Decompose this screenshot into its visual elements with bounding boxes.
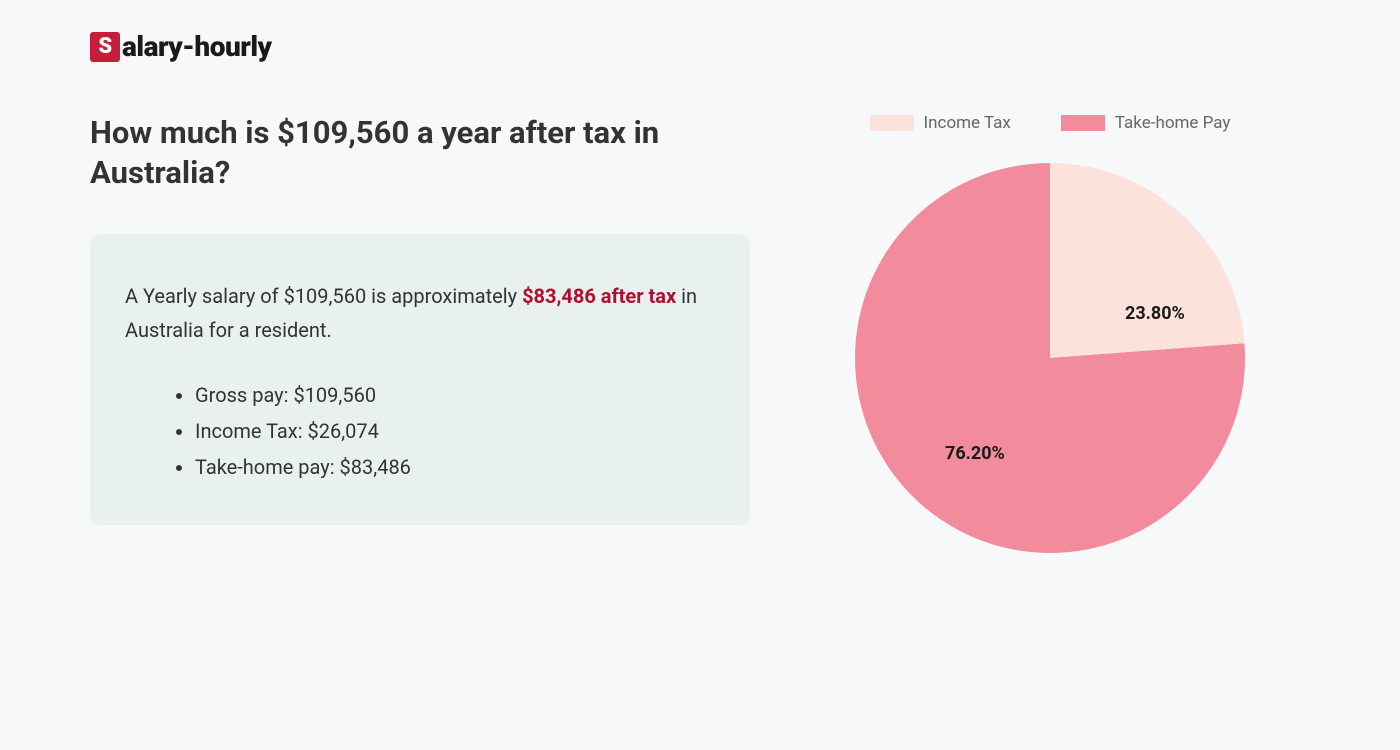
slice-label-income-tax: 23.80% [1125,303,1185,324]
legend-item-take-home: Take-home Pay [1061,113,1231,133]
legend-label: Take-home Pay [1115,113,1231,133]
summary-sentence: A Yearly salary of $109,560 is approxima… [125,279,715,347]
legend-label: Income Tax [924,113,1011,133]
summary-box: A Yearly salary of $109,560 is approxima… [90,234,750,525]
site-logo: Salary-hourly [90,30,1310,63]
legend-swatch-icon [870,115,914,131]
logo-text: alary-hourly [122,30,272,63]
legend-swatch-icon [1061,115,1105,131]
page-container: Salary-hourly How much is $109,560 a yea… [0,0,1400,583]
page-headline: How much is $109,560 a year after tax in… [90,113,750,194]
summary-highlight: $83,486 after tax [522,284,676,308]
logo-badge-icon: S [90,32,120,62]
pie-circle [855,163,1245,553]
main-content: How much is $109,560 a year after tax in… [90,113,1310,553]
list-item: Income Tax: $26,074 [195,413,715,449]
legend-item-income-tax: Income Tax [870,113,1011,133]
list-item: Take-home pay: $83,486 [195,449,715,485]
left-column: How much is $109,560 a year after tax in… [90,113,750,525]
list-item: Gross pay: $109,560 [195,377,715,413]
slice-label-take-home: 76.20% [945,443,1005,464]
breakdown-list: Gross pay: $109,560 Income Tax: $26,074 … [125,377,715,485]
pie-chart: 23.80% 76.20% [855,163,1245,553]
summary-prefix: A Yearly salary of $109,560 is approxima… [125,284,522,308]
chart-column: Income Tax Take-home Pay 23.80% 76.20% [830,113,1270,553]
chart-legend: Income Tax Take-home Pay [830,113,1270,133]
